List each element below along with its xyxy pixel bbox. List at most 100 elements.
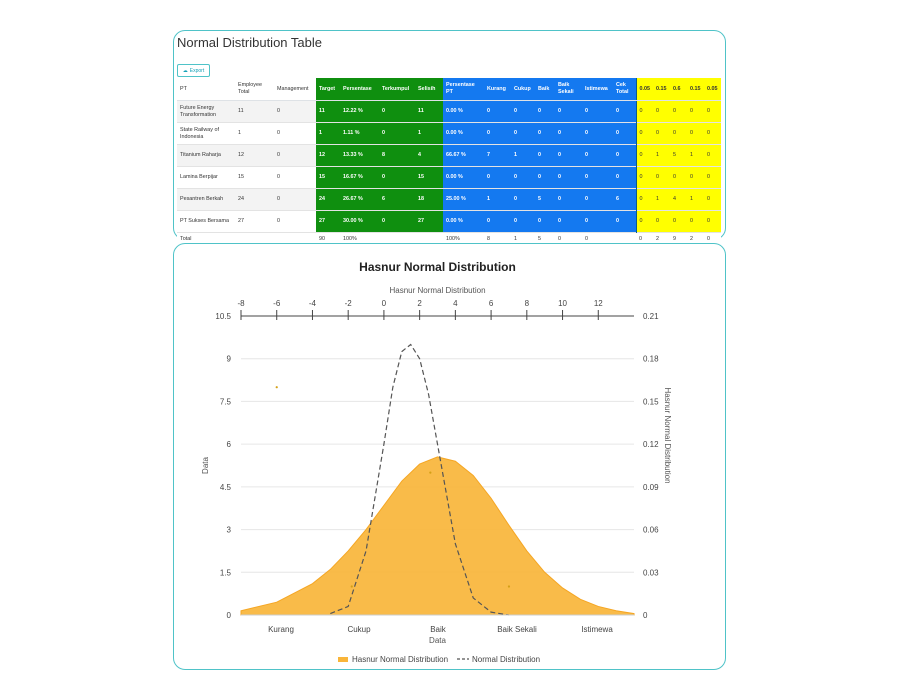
table-cell: 15 (415, 166, 443, 189)
y-tick-label: 10.5 (215, 312, 231, 321)
table-cell: 0 (555, 122, 582, 145)
y-tick-label: 3 (227, 526, 232, 535)
table-cell: 1 (687, 144, 704, 167)
table-cell: 0 (635, 166, 653, 189)
table-cell: 0 (555, 210, 582, 233)
table-cell: 0 (274, 122, 316, 145)
table-total-cell (274, 232, 316, 246)
table-cell: 0 (613, 122, 636, 145)
table-cell: 27 (316, 210, 340, 233)
x2-tick-label: 12 (594, 299, 603, 308)
table-total-cell (235, 232, 274, 246)
table-cell: 0 (535, 166, 555, 189)
table-cell: 0 (582, 100, 613, 123)
table-cell: 11 (316, 100, 340, 123)
x2-tick-label: -6 (273, 299, 281, 308)
normal-distribution-line (330, 343, 510, 616)
table-cell: 0 (704, 100, 721, 123)
normal-distribution-table-card: Normal Distribution Table ☁ Export PT Emp… (173, 30, 726, 246)
hasnur-distribution-area (240, 456, 635, 616)
table-total-cell: 1 (511, 232, 535, 246)
table-total-cell: 0 (582, 232, 613, 246)
table-cell: 0 (535, 100, 555, 123)
table-header-cell: 0.15 (653, 78, 670, 101)
table-header-cell: Cukup (511, 78, 535, 101)
table-cell: 0 (582, 188, 613, 211)
table-row: Future Energy Transformation 11 0 11 12.22 %… (177, 100, 721, 123)
table-cell: 27 (235, 210, 274, 233)
table-cell: 0 (555, 166, 582, 189)
table-cell: 0 (274, 188, 316, 211)
table-total-cell: 0 (636, 232, 653, 246)
y2-axis-title: Hasnur Normal Distribution (663, 387, 672, 483)
table-header-cell: Istimewa (582, 78, 613, 101)
data-point (507, 585, 511, 588)
y2-tick-label: 0.09 (643, 483, 659, 492)
table-cell: 0 (535, 122, 555, 145)
table-cell: 0 (687, 122, 704, 145)
table-cell: 0 (653, 166, 670, 189)
table-header-cell: Persentase PT (443, 78, 484, 101)
table-cell: 1.11 % (340, 122, 379, 145)
y-tick-label: 4.5 (220, 483, 232, 492)
table-cell: 0 (613, 100, 636, 123)
table-total-cell: 100% (340, 232, 379, 246)
table-cell: 0 (511, 188, 535, 211)
table-cell: 0 (274, 166, 316, 189)
table-total-cell: 2 (653, 232, 670, 246)
table-cell: 0 (582, 210, 613, 233)
x-category-label: Baik (430, 625, 447, 634)
y2-tick-label: 0.15 (643, 397, 659, 406)
table-cell: 0 (653, 122, 670, 145)
table-cell: 0.00 % (443, 166, 484, 189)
table-row: State Railway of Indonesia 1 0 1 1.11 % 0 1 0.0… (177, 122, 721, 145)
table-cell: 7 (484, 144, 511, 167)
table-header-cell: Kurang (484, 78, 511, 101)
data-point (275, 386, 278, 389)
table-cell: 1 (415, 122, 443, 145)
table-header-cell: Baik Sekali (555, 78, 582, 101)
table-cell: 4 (415, 144, 443, 167)
table-row: Pesantren Berkah 24 0 24 26.67 % 6 18 25.00 % 1 0… (177, 188, 721, 211)
x2-tick-label: 4 (453, 299, 458, 308)
table-cell: 0 (653, 100, 670, 123)
table-cell: 0 (535, 210, 555, 233)
y2-tick-label: 0 (643, 611, 648, 620)
x-category-label: Cukup (347, 625, 371, 634)
table-cell: 0 (379, 210, 415, 233)
table-cell: 30.00 % (340, 210, 379, 233)
table-cell: Pesantren Berkah (177, 188, 235, 211)
top-axis-title: Hasnur Normal Distribution (389, 286, 485, 295)
table-cell: 12.22 % (340, 100, 379, 123)
table-cell: 0 (704, 144, 721, 167)
table-cell: 1 (484, 188, 511, 211)
table-header-cell: 0.15 (687, 78, 704, 101)
table-cell: 0 (511, 122, 535, 145)
table-cell: 0 (613, 210, 636, 233)
table-header-cell: Persentase (340, 78, 379, 101)
table-cell: 11 (235, 100, 274, 123)
table-cell: 13.33 % (340, 144, 379, 167)
distribution-chart: Hasnur Normal Distribution Hasnur Normal … (201, 260, 672, 664)
table-cell: 0.00 % (443, 210, 484, 233)
table-cell: 24 (235, 188, 274, 211)
table-cell: 0 (484, 210, 511, 233)
table-cell: 0 (511, 100, 535, 123)
legend-label: Normal Distribution (472, 655, 540, 664)
y-axis-title: Data (201, 457, 210, 474)
export-button[interactable]: ☁ Export (177, 64, 210, 77)
y2-tick-label: 0.18 (643, 355, 659, 364)
table-cell: PT Sukses Bersama (177, 210, 235, 233)
table-cell: 12 (235, 144, 274, 167)
y2-tick-label: 0.06 (643, 526, 659, 535)
table-total-cell: 2 (687, 232, 704, 246)
normal-distribution-chart-card: Hasnur Normal Distribution Hasnur Normal … (173, 243, 726, 670)
table-title: Normal Distribution Table (177, 35, 322, 50)
table-cell: 0 (582, 166, 613, 189)
table-total-cell: 5 (535, 232, 555, 246)
table-cell: 0 (687, 166, 704, 189)
table-cell: 0 (635, 210, 653, 233)
table-cell: 5 (670, 144, 687, 167)
table-row: Titanium Raharja 12 0 12 13.33 % 8 4 66.67 % 7 1 0… (177, 144, 721, 167)
table-cell: 0 (653, 210, 670, 233)
